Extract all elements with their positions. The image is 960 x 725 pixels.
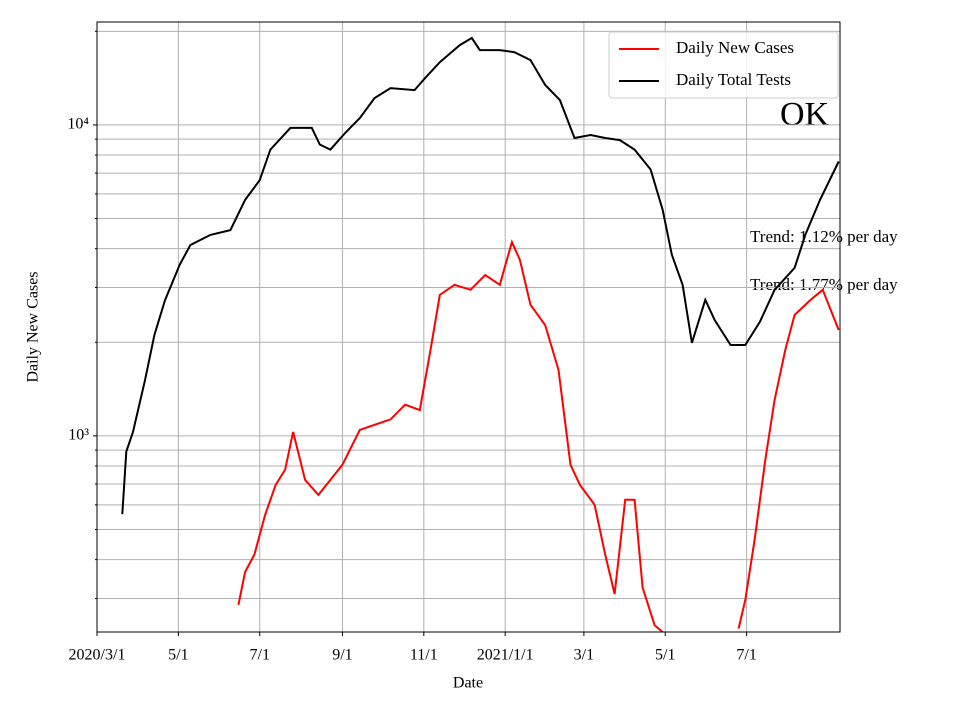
x-axis-label: Date [453, 675, 483, 692]
x-tick-label: 9/1 [332, 647, 352, 664]
data-line [237, 239, 840, 632]
annotation: OK [780, 96, 830, 133]
y-axis-label: Daily New Cases [25, 271, 42, 382]
x-tick-label: 5/1 [168, 647, 188, 664]
legend-label: Daily Total Tests [676, 70, 791, 89]
data-line [121, 36, 840, 515]
plot-frame [96, 21, 841, 633]
x-tick-label: 2021/1/1 [477, 647, 534, 664]
annotation: Trend: 1.77% per day [750, 275, 898, 294]
x-tick-label: 5/1 [655, 647, 675, 664]
x-tick-label: 7/1 [250, 647, 270, 664]
x-tick-label: 3/1 [574, 647, 594, 664]
y-tick-label: 10⁴ [67, 116, 89, 133]
x-tick-label: 11/1 [410, 647, 438, 664]
annotation: Trend: 1.12% per day [750, 227, 898, 246]
legend-label: Daily New Cases [676, 38, 794, 57]
x-tick-label: 7/1 [736, 647, 756, 664]
legend-box [608, 31, 839, 99]
y-tick-label: 10³ [68, 427, 89, 444]
x-tick-label: 2020/3/1 [69, 647, 126, 664]
